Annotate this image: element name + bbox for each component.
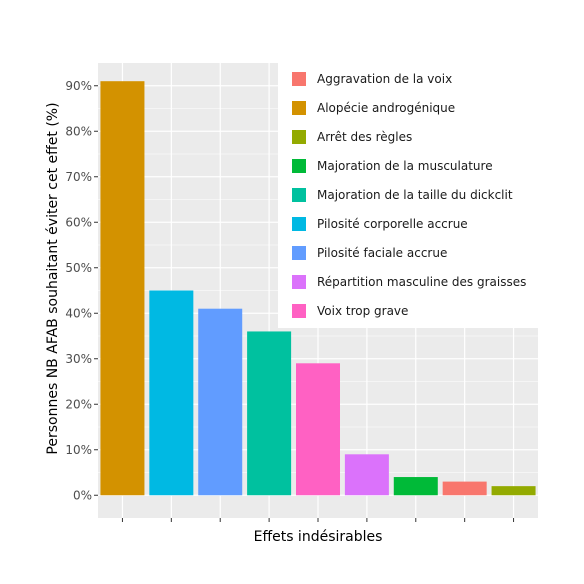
bar	[247, 331, 292, 496]
bar	[100, 81, 145, 496]
y-axis-title: Personnes NB AFAB souhaitant éviter cet …	[45, 102, 61, 454]
y-tick-label: 30%	[65, 352, 92, 366]
y-tick-label: 10%	[65, 443, 92, 457]
bar	[442, 481, 487, 496]
bar	[491, 486, 536, 496]
legend-label: Arrêt des règles	[317, 130, 412, 144]
y-tick-label: 0%	[73, 488, 92, 502]
legend-key	[292, 188, 306, 202]
legend-key	[292, 159, 306, 173]
x-axis	[121, 518, 515, 522]
bar	[149, 290, 194, 496]
x-axis-title: Effets indésirables	[254, 529, 383, 545]
bar	[393, 477, 438, 496]
y-tick-label: 80%	[65, 124, 92, 138]
bar	[344, 454, 389, 496]
legend-label: Majoration de la musculature	[317, 159, 493, 173]
legend-key	[292, 72, 306, 86]
bar	[198, 308, 243, 496]
y-tick-label: 40%	[65, 306, 92, 320]
bar	[296, 363, 340, 496]
y-tick-label: 70%	[65, 170, 92, 184]
legend-label: Aggravation de la voix	[317, 72, 452, 86]
y-tick-label: 20%	[65, 397, 92, 411]
bars	[100, 81, 536, 496]
legend-label: Majoration de la taille du dickclit	[317, 188, 513, 202]
y-axis: 0% 10% 20% 30% 40% 50% 60% 70% 80% 90%	[65, 79, 98, 502]
legend-label: Voix trop grave	[317, 304, 408, 318]
legend-key	[292, 275, 306, 289]
legend-key	[292, 130, 306, 144]
legend: Aggravation de la voix Alopécie androgéni…	[278, 63, 538, 328]
y-tick-label: 50%	[65, 261, 92, 275]
y-tick-label: 90%	[65, 79, 92, 93]
legend-background	[278, 63, 538, 328]
legend-label: Pilosité corporelle accrue	[317, 217, 468, 231]
y-tick-label: 60%	[65, 215, 92, 229]
legend-label: Pilosité faciale accrue	[317, 246, 447, 260]
legend-key	[292, 101, 306, 115]
legend-label: Répartition masculine des graisses	[317, 275, 526, 289]
legend-label: Alopécie androgénique	[317, 101, 455, 115]
legend-key	[292, 304, 306, 318]
legend-key	[292, 246, 306, 260]
legend-key	[292, 217, 306, 231]
